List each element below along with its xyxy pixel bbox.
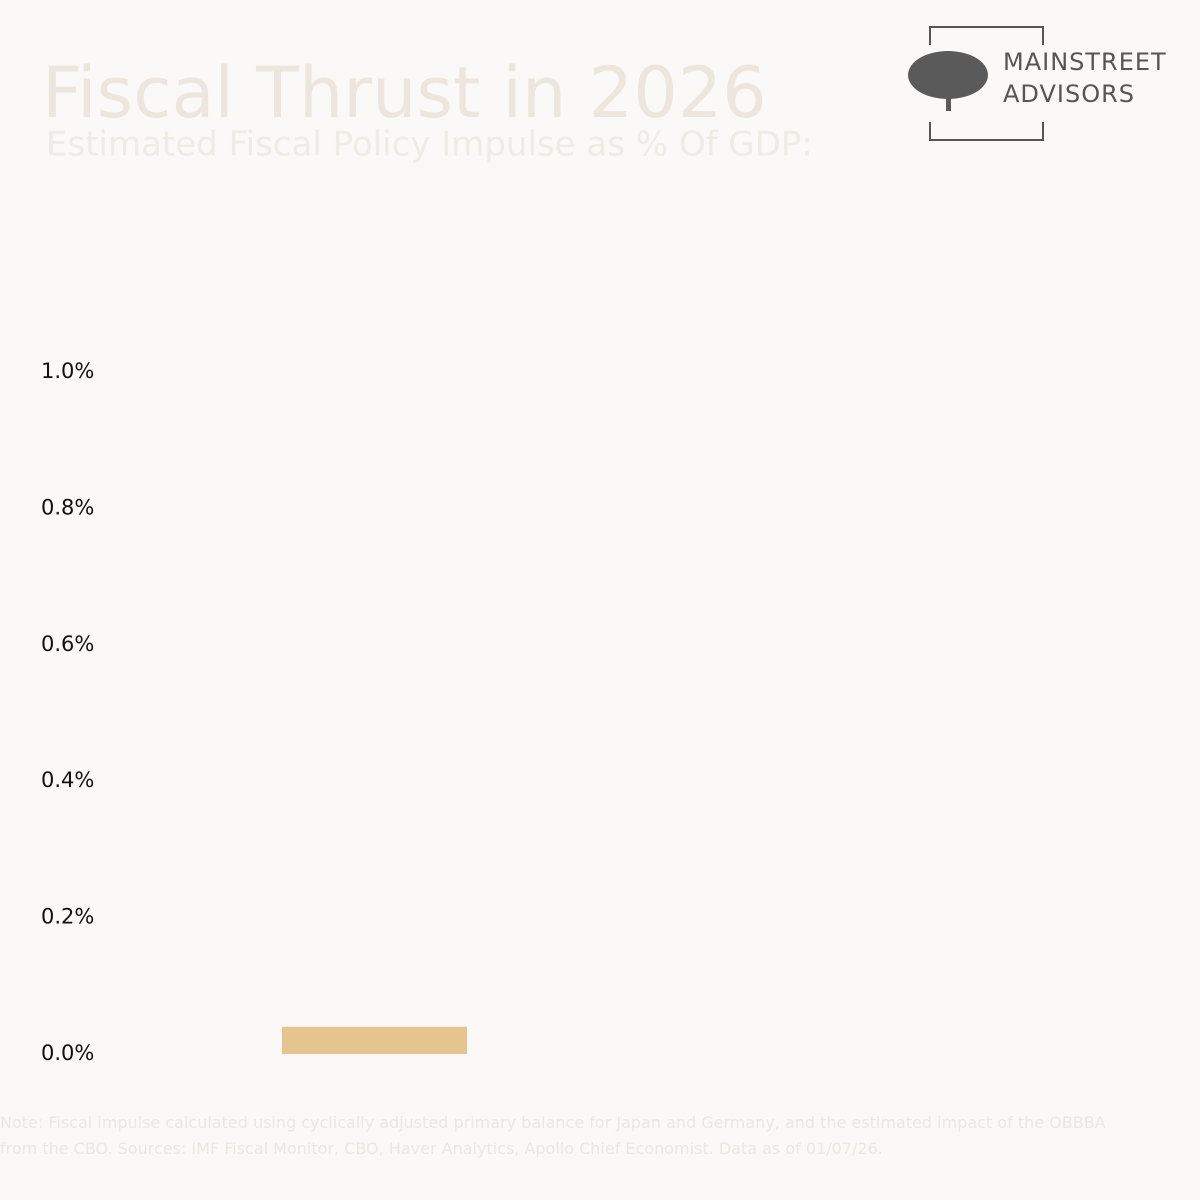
chart-subtitle: Estimated Fiscal Policy Impulse as % Of …: [46, 125, 813, 165]
logo-trunk: [946, 85, 951, 111]
y-tick-label: 0.6%: [41, 632, 94, 656]
y-tick-label: 1.0%: [41, 359, 94, 383]
bar: [282, 1026, 467, 1054]
y-tick-label: 0.8%: [41, 495, 94, 519]
chart-title: Fiscal Thrust in 2026: [42, 52, 767, 134]
y-tick-label: 0.4%: [41, 768, 94, 792]
y-tick-label: 0.2%: [41, 905, 94, 929]
note-box: Note: Fiscal impulse calculated using cy…: [0, 1113, 1106, 1158]
y-tick-label: 0.0%: [41, 1041, 94, 1065]
note: Note: Fiscal impulse calculated using cy…: [0, 1113, 1106, 1158]
logo-tree: [908, 51, 988, 99]
logo-text: MAINSTREET: [1003, 48, 1167, 76]
logo-frame: [929, 26, 1044, 141]
logo-text: ADVISORS: [1003, 80, 1135, 108]
logo: MAINSTREET ADVISORS: [908, 26, 1167, 141]
